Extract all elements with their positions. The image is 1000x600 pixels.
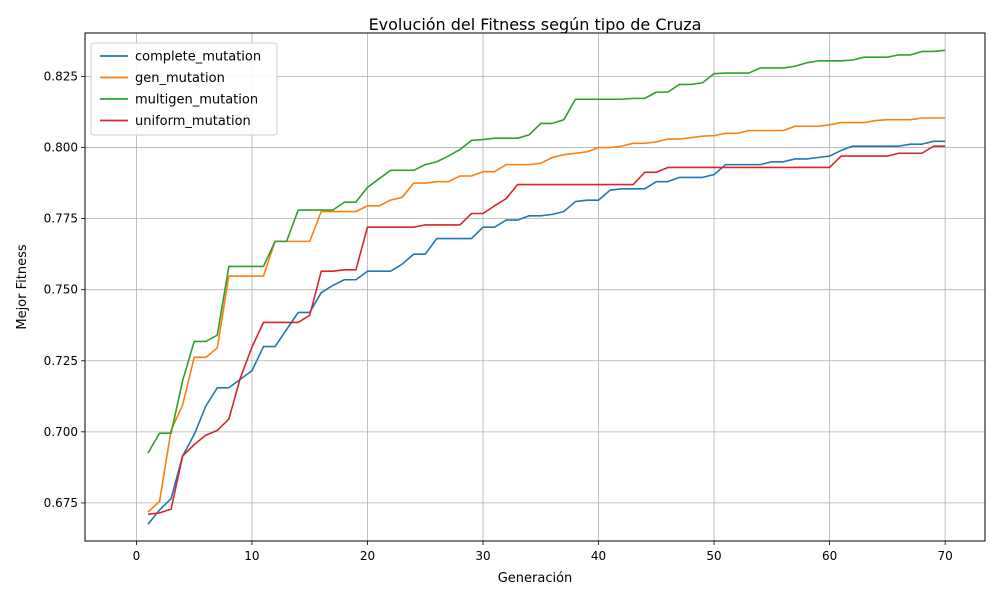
x-tick-label: 10 [244, 549, 259, 563]
y-tick-label: 0.825 [44, 69, 78, 83]
legend-box [90, 42, 278, 136]
y-tick-label: 0.675 [44, 496, 78, 510]
x-tick-label: 0 [133, 549, 141, 563]
legend-label: uniform_mutation [135, 114, 251, 129]
y-axis-label: Mejor Fitness [15, 244, 30, 330]
y-tick-label: 0.750 [44, 283, 78, 297]
y-tick-label: 0.800 [44, 141, 78, 155]
y-tick-label: 0.775 [44, 212, 78, 226]
chart-title: Evolución del Fitness según tipo de Cruz… [369, 15, 702, 34]
y-axis: 0.675 0.700 0.725 0.750 0.775 0.800 0.825 [44, 69, 85, 510]
series-line-multigen-mutation [147, 49, 946, 454]
y-tick-label: 0.725 [44, 354, 78, 368]
x-tick-label: 30 [475, 549, 490, 563]
legend-label: multigen_mutation [135, 93, 258, 108]
legend-label: complete_mutation [135, 50, 261, 65]
series-line-uniform-mutation [147, 145, 946, 516]
grid [85, 33, 985, 541]
x-tick-label: 60 [822, 549, 837, 563]
y-tick-label: 0.700 [44, 425, 78, 439]
series-line-complete-mutation [147, 140, 946, 525]
x-tick-label: 20 [360, 549, 375, 563]
plot-frame [84, 32, 986, 542]
x-axis-label: Generación [498, 571, 573, 586]
x-axis: 0 10 20 30 40 50 60 70 [133, 541, 953, 563]
series-lines [147, 49, 946, 525]
x-tick-label: 40 [591, 549, 606, 563]
legend-label: gen_mutation [135, 71, 225, 86]
x-tick-label: 50 [706, 549, 721, 563]
x-tick-label: 70 [938, 549, 953, 563]
legend: complete_mutation gen_mutation multigen_mu… [90, 42, 278, 136]
